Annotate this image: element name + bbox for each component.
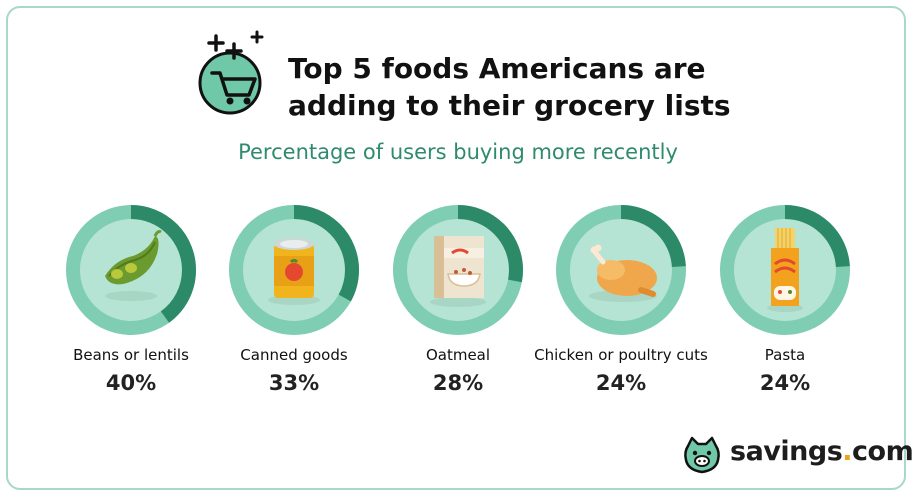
pasta-icon <box>767 228 803 312</box>
canned-goods-icon <box>268 238 320 305</box>
value-canned: 33% <box>268 371 320 395</box>
donut-oatmeal <box>393 205 523 335</box>
value-pasta: 24% <box>759 371 811 395</box>
donut-canned <box>229 205 359 335</box>
value-beans: 40% <box>105 371 157 395</box>
label-beans: Beans or lentils <box>73 346 189 364</box>
beans-icon <box>105 230 162 301</box>
pig-logo-icon <box>684 436 720 474</box>
donut-beans <box>66 205 196 335</box>
title-line-2: adding to their grocery lists <box>288 89 731 122</box>
title-line-1: Top 5 foods Americans are <box>288 52 706 85</box>
shopping-cart-icon <box>198 30 264 115</box>
donut-pasta <box>720 205 850 335</box>
chicken-icon <box>589 244 657 302</box>
logo-suffix: com <box>852 436 914 467</box>
donut-arc-4 <box>720 205 850 335</box>
chart-subtitle: Percentage of users buying more recently <box>238 140 678 164</box>
logo-dot: . <box>842 436 853 467</box>
oatmeal-icon <box>430 236 486 307</box>
label-canned: Canned goods <box>240 346 348 364</box>
label-oatmeal: Oatmeal <box>425 346 491 364</box>
donut-arc-0 <box>66 205 196 335</box>
brand-logo-text[interactable]: savings.com <box>730 436 914 467</box>
value-oatmeal: 28% <box>432 371 484 395</box>
donut-arc-1 <box>229 205 359 335</box>
logo-word: savings <box>730 436 843 467</box>
donut-chicken <box>556 205 686 335</box>
label-chicken: Chicken or poultry cuts <box>534 346 708 364</box>
label-pasta: Pasta <box>764 346 806 364</box>
value-chicken: 24% <box>595 371 647 395</box>
donut-arc-3 <box>556 205 686 335</box>
chart-title: Top 5 foods Americans are adding to thei… <box>288 50 748 124</box>
donut-arc-2 <box>393 205 523 335</box>
